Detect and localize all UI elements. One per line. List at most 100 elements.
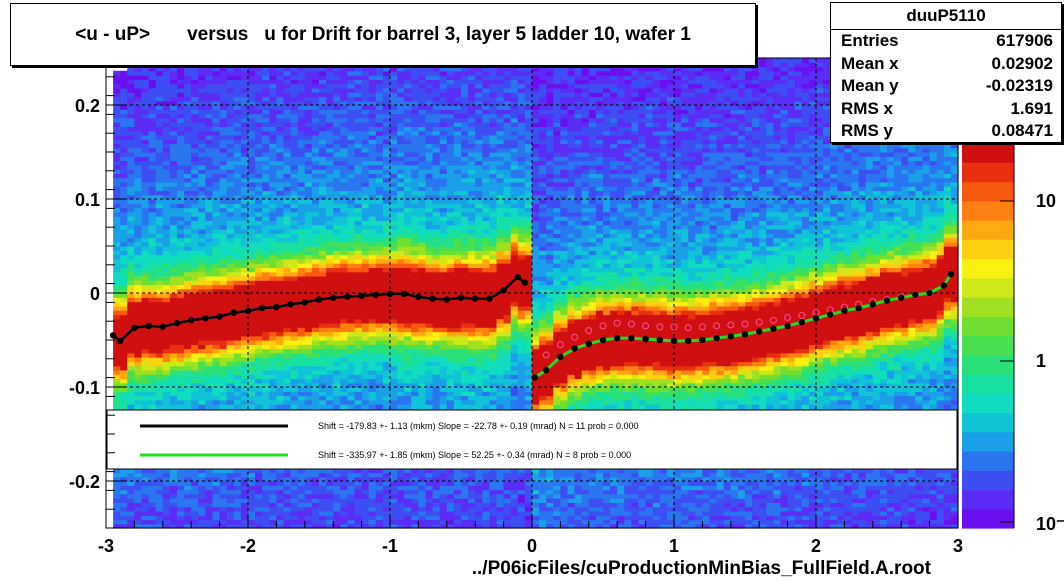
heat-cell: [162, 523, 171, 529]
heat-cell: [361, 395, 370, 401]
heat-cell: [162, 109, 171, 115]
heat-cell: [390, 246, 398, 251]
heat-cell: [340, 391, 348, 397]
heat-cell: [255, 109, 263, 115]
heat-cell: [326, 293, 334, 298]
heat-cell: [219, 143, 228, 149]
heat-cell: [290, 510, 299, 516]
heat-cell: [113, 485, 121, 491]
heat-cell: [155, 117, 164, 123]
heat-cell: [361, 122, 370, 127]
heat-cell: [233, 100, 242, 106]
heat-cell: [326, 523, 334, 529]
heat-cell: [255, 391, 263, 397]
heat-cell: [319, 305, 327, 311]
heat-cell: [319, 510, 327, 516]
heat-cell: [404, 510, 412, 516]
heat-cell: [333, 378, 341, 384]
heat-cell: [404, 267, 412, 273]
heat-cell: [134, 275, 143, 281]
heat-cell: [219, 357, 228, 362]
heat-cell: [177, 284, 185, 290]
heat-cell: [340, 87, 348, 93]
heat-cell: [169, 399, 178, 405]
heat-cell: [382, 173, 391, 179]
heat-cell: [148, 139, 157, 145]
heat-cell: [269, 134, 277, 140]
heat-cell: [326, 156, 334, 162]
heat-cell: [198, 134, 206, 140]
heat-cell: [148, 365, 157, 371]
heat-cell: [297, 280, 306, 286]
heat-cell: [113, 92, 121, 98]
heat-cell: [375, 498, 384, 503]
heat-cell: [212, 387, 221, 392]
heat-cell: [304, 489, 313, 495]
heat-cell: [368, 237, 377, 243]
heat-cell: [319, 233, 327, 239]
heat-cell: [248, 258, 256, 264]
heat-cell: [304, 472, 313, 478]
heat-cell: [297, 130, 306, 136]
heat-cell: [177, 66, 185, 72]
heat-cell: [418, 169, 427, 174]
heat-cell: [184, 498, 192, 503]
heat-cell: [262, 83, 270, 89]
heat-cell: [411, 143, 419, 149]
heat-cell: [390, 391, 398, 397]
heat-cell: [404, 271, 412, 277]
heat-cell: [255, 66, 263, 72]
heat-cell: [113, 357, 121, 362]
heat-cell: [397, 378, 405, 384]
heat-cell: [155, 340, 164, 345]
heat-cell: [276, 374, 285, 380]
heat-cell: [134, 122, 143, 127]
heat-cell: [347, 382, 356, 388]
heat-cell: [120, 502, 128, 508]
heat-cell: [205, 122, 214, 127]
heat-cell: [319, 365, 327, 371]
heat-cell: [283, 241, 292, 247]
heat-cell: [240, 365, 249, 371]
heat-cell: [333, 169, 341, 174]
heat-cell: [148, 241, 157, 247]
heat-cell: [425, 468, 434, 474]
heat-cell: [390, 348, 398, 354]
heat-cell: [219, 515, 228, 521]
heat-cell: [390, 100, 398, 106]
heat-cell: [134, 267, 143, 273]
heat-cell: [191, 177, 199, 183]
heat-cell: [169, 181, 178, 187]
heat-cell: [262, 314, 270, 320]
heat-cell: [340, 147, 348, 153]
heat-cell: [169, 481, 178, 486]
heat-cell: [276, 181, 285, 187]
heat-cell: [212, 100, 221, 106]
heat-cell: [340, 331, 348, 337]
heat-cell: [255, 510, 263, 516]
heat-cell: [283, 207, 292, 213]
heat-cell: [425, 258, 434, 264]
heat-cell: [162, 301, 171, 307]
heat-cell: [184, 152, 192, 157]
heat-cell: [319, 173, 327, 179]
heat-cell: [113, 190, 121, 196]
heat-cell: [240, 523, 249, 529]
heat-cell: [326, 203, 334, 209]
heat-cell: [184, 254, 192, 260]
heat-cell: [255, 382, 263, 388]
heat-cell: [326, 374, 334, 380]
heat-cell: [155, 126, 164, 132]
heat-cell: [333, 233, 341, 239]
heat-cell: [283, 391, 292, 397]
heat-cell: [432, 331, 441, 337]
heat-cell: [361, 70, 370, 76]
heat-cell: [226, 130, 235, 136]
heat-cell: [304, 207, 313, 213]
heat-cell: [212, 220, 221, 226]
heat-cell: [169, 280, 178, 286]
heat-cell: [326, 199, 334, 204]
heat-cell: [290, 194, 299, 200]
heat-cell: [226, 156, 235, 162]
heat-cell: [368, 288, 377, 294]
